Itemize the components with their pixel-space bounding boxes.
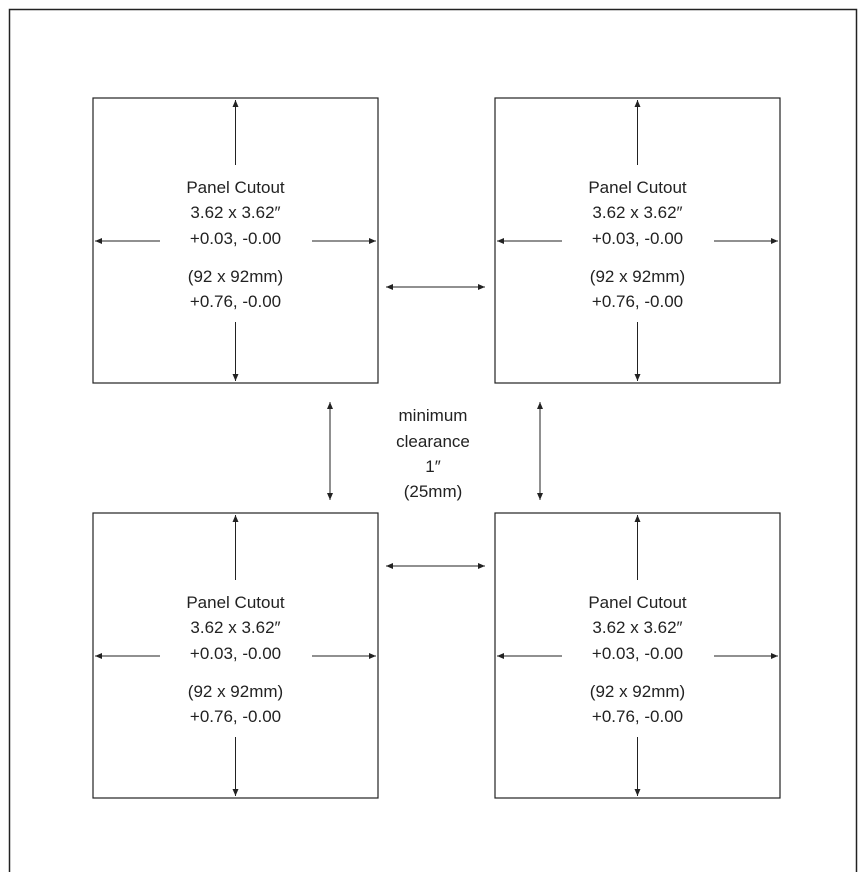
panel-size-inches: 3.62 x 3.62″ xyxy=(592,618,682,637)
panel-tolerance-inches: +0.03, -0.00 xyxy=(190,644,281,663)
clearance-label: minimum clearance 1″ (25mm) xyxy=(396,406,470,501)
clearance-line-3: 1″ xyxy=(425,457,440,476)
panel-size-mm: (92 x 92mm) xyxy=(590,267,685,286)
panel-cutout-bottom-right: Panel Cutout 3.62 x 3.62″ +0.03, -0.00 (… xyxy=(494,512,781,799)
panel-outline xyxy=(92,512,379,799)
panel-tolerance-mm: +0.76, -0.00 xyxy=(190,707,281,726)
panel-tolerance-inches: +0.03, -0.00 xyxy=(592,229,683,248)
panel-title: Panel Cutout xyxy=(186,593,285,612)
panel-tolerance-inches: +0.03, -0.00 xyxy=(190,229,281,248)
panel-outline xyxy=(494,512,781,799)
panel-size-inches: 3.62 x 3.62″ xyxy=(190,203,280,222)
panel-title: Panel Cutout xyxy=(588,593,687,612)
panel-cutout-top-left: Panel Cutout 3.62 x 3.62″ +0.03, -0.00 (… xyxy=(92,97,379,384)
panel-size-mm: (92 x 92mm) xyxy=(188,267,283,286)
panel-size-mm: (92 x 92mm) xyxy=(188,682,283,701)
panel-cutout-top-right: Panel Cutout 3.62 x 3.62″ +0.03, -0.00 (… xyxy=(494,97,781,384)
clearance-arrows xyxy=(327,284,543,569)
clearance-line-1: minimum xyxy=(399,406,468,425)
panel-tolerance-mm: +0.76, -0.00 xyxy=(190,292,281,311)
panel-size-inches: 3.62 x 3.62″ xyxy=(190,618,280,637)
panel-tolerance-mm: +0.76, -0.00 xyxy=(592,292,683,311)
panel-size-inches: 3.62 x 3.62″ xyxy=(592,203,682,222)
panel-tolerance-mm: +0.76, -0.00 xyxy=(592,707,683,726)
clearance-line-2: clearance xyxy=(396,432,470,451)
clearance-line-4: (25mm) xyxy=(404,482,463,501)
panel-cutout-bottom-left: Panel Cutout 3.62 x 3.62″ +0.03, -0.00 (… xyxy=(92,512,379,799)
panel-outline xyxy=(92,97,379,384)
panel-size-mm: (92 x 92mm) xyxy=(590,682,685,701)
panel-tolerance-inches: +0.03, -0.00 xyxy=(592,644,683,663)
panel-title: Panel Cutout xyxy=(186,178,285,197)
panel-title: Panel Cutout xyxy=(588,178,687,197)
diagram-border xyxy=(8,8,858,872)
panel-outline xyxy=(494,97,781,384)
